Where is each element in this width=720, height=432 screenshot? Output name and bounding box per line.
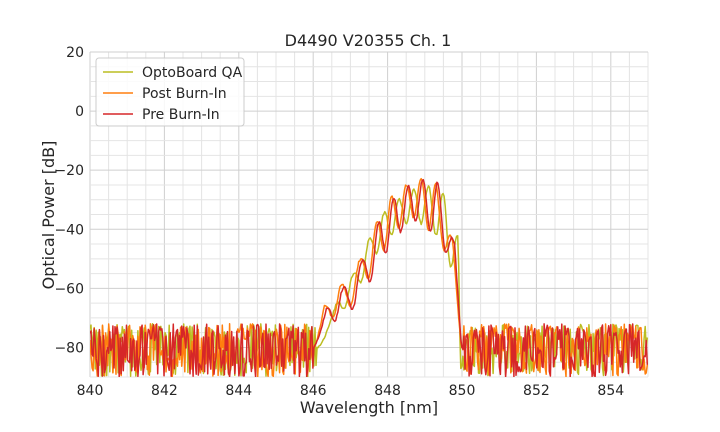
x-tick-label: 842	[151, 383, 178, 399]
y-tick-label: −60	[54, 281, 84, 297]
legend-label: OptoBoard QA	[142, 65, 243, 81]
x-tick-label: 848	[374, 383, 401, 399]
x-axis-label: Wavelength [nm]	[300, 398, 438, 417]
legend: OptoBoard QA Post Burn-In Pre Burn-In	[95, 57, 245, 127]
x-tick-label: 840	[77, 383, 104, 399]
x-tick-label: 854	[597, 383, 624, 399]
x-axis-ticks: 840 842 844 846 848 850 852 854	[77, 383, 625, 399]
y-axis-label: Optical Power [dB]	[39, 141, 58, 290]
chart-title: D4490 V20355 Ch. 1	[285, 31, 452, 50]
series-line-pre-burn-in	[90, 178, 648, 377]
y-tick-label: 0	[75, 104, 84, 120]
series-layer	[90, 177, 648, 377]
legend-box	[95, 57, 245, 127]
y-tick-label: −40	[54, 222, 84, 238]
legend-label: Post Burn-In	[142, 86, 227, 102]
x-tick-label: 852	[523, 383, 550, 399]
y-axis-ticks: −80 −60 −40 −20 0 20	[54, 45, 84, 356]
x-tick-label: 844	[225, 383, 252, 399]
y-tick-label: −20	[54, 163, 84, 179]
x-tick-label: 846	[300, 383, 327, 399]
y-tick-label: 20	[66, 45, 84, 61]
x-tick-label: 850	[449, 383, 476, 399]
legend-label: Pre Burn-In	[142, 107, 220, 123]
y-tick-label: −80	[54, 340, 84, 356]
